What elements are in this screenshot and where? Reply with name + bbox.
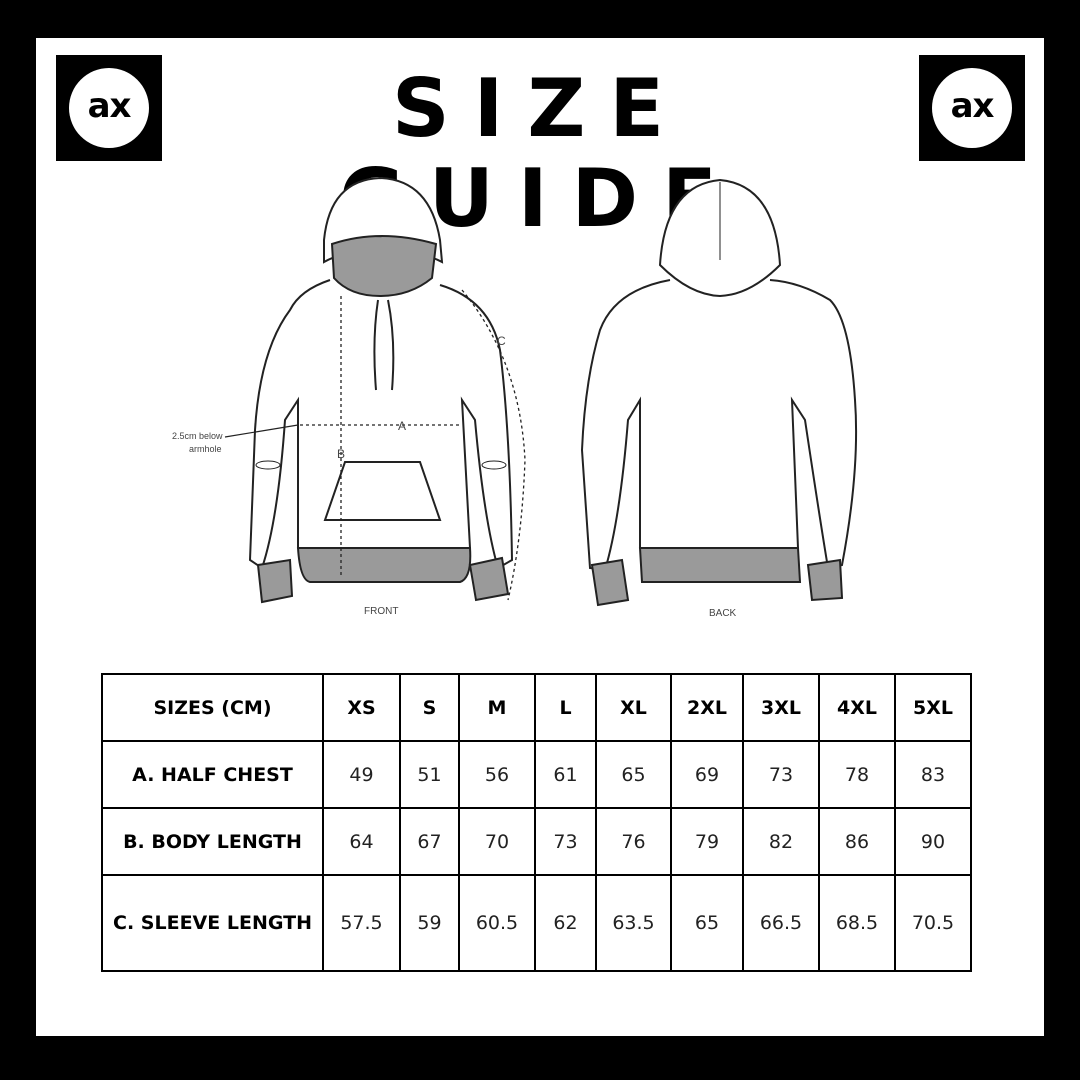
table-cell: 82 xyxy=(742,807,820,876)
row-label: B. BODY LENGTH xyxy=(101,807,324,876)
table-header-cell: L xyxy=(534,673,597,742)
table-cell: 59 xyxy=(399,874,460,972)
table-header-cell: 2XL xyxy=(670,673,744,742)
table-header-cell: S xyxy=(399,673,460,742)
table-cell: 63.5 xyxy=(595,874,672,972)
table-cell: 70 xyxy=(458,807,536,876)
table-cell: 66.5 xyxy=(742,874,820,972)
table-cell: 61 xyxy=(534,740,597,809)
table-cell: 64 xyxy=(322,807,401,876)
table-cell: 76 xyxy=(595,807,672,876)
table-cell: 83 xyxy=(894,740,972,809)
table-row: C. SLEEVE LENGTH 57.5 59 60.5 62 63.5 65… xyxy=(101,874,972,972)
measure-a-label: A xyxy=(398,419,406,433)
table-cell: 62 xyxy=(534,874,597,972)
measure-c-label: C xyxy=(497,334,506,348)
table-header-cell: 3XL xyxy=(742,673,820,742)
table-header-cell: M xyxy=(458,673,536,742)
row-label: C. SLEEVE LENGTH xyxy=(101,874,324,972)
table-cell: 86 xyxy=(818,807,896,876)
table-row: B. BODY LENGTH 64 67 70 73 76 79 82 86 9… xyxy=(101,807,972,876)
table-cell: 67 xyxy=(399,807,460,876)
table-cell: 60.5 xyxy=(458,874,536,972)
table-header-cell: SIZES (CM) xyxy=(101,673,324,742)
table-header-cell: XL xyxy=(595,673,672,742)
table-header-cell: 4XL xyxy=(818,673,896,742)
hoodie-front-drawing xyxy=(224,176,526,604)
table-cell: 73 xyxy=(534,807,597,876)
table-header-cell: 5XL xyxy=(894,673,972,742)
back-label: BACK xyxy=(709,608,737,619)
table-cell: 56 xyxy=(458,740,536,809)
table-cell: 57.5 xyxy=(322,874,401,972)
table-cell: 51 xyxy=(399,740,460,809)
table-cell: 49 xyxy=(322,740,401,809)
table-cell: 79 xyxy=(670,807,744,876)
ax-logo-left: ax xyxy=(56,55,162,161)
table-cell: 69 xyxy=(670,740,744,809)
table-cell: 65 xyxy=(670,874,744,972)
annotation-line-1: 2.5cm below xyxy=(172,431,223,441)
table-row: A. HALF CHEST 49 51 56 61 65 69 73 78 83 xyxy=(101,740,972,809)
table-header-cell: XS xyxy=(322,673,401,742)
ax-logo-right: ax xyxy=(919,55,1025,161)
annotation-line-2: armhole xyxy=(189,444,222,454)
logo-text: ax xyxy=(87,86,132,126)
row-label: A. HALF CHEST xyxy=(101,740,324,809)
front-label: FRONT xyxy=(364,606,398,617)
table-cell: 90 xyxy=(894,807,972,876)
table-cell: 70.5 xyxy=(894,874,972,972)
size-table: SIZES (CM) XS S M L XL 2XL 3XL 4XL 5XL A… xyxy=(101,673,972,972)
table-cell: 78 xyxy=(818,740,896,809)
table-cell: 73 xyxy=(742,740,820,809)
table-cell: 68.5 xyxy=(818,874,896,972)
table-cell: 65 xyxy=(595,740,672,809)
hoodie-back-drawing xyxy=(580,178,858,607)
logo-text: ax xyxy=(950,86,995,126)
table-header-row: SIZES (CM) XS S M L XL 2XL 3XL 4XL 5XL xyxy=(101,673,972,742)
measure-b-label: B xyxy=(337,447,345,461)
